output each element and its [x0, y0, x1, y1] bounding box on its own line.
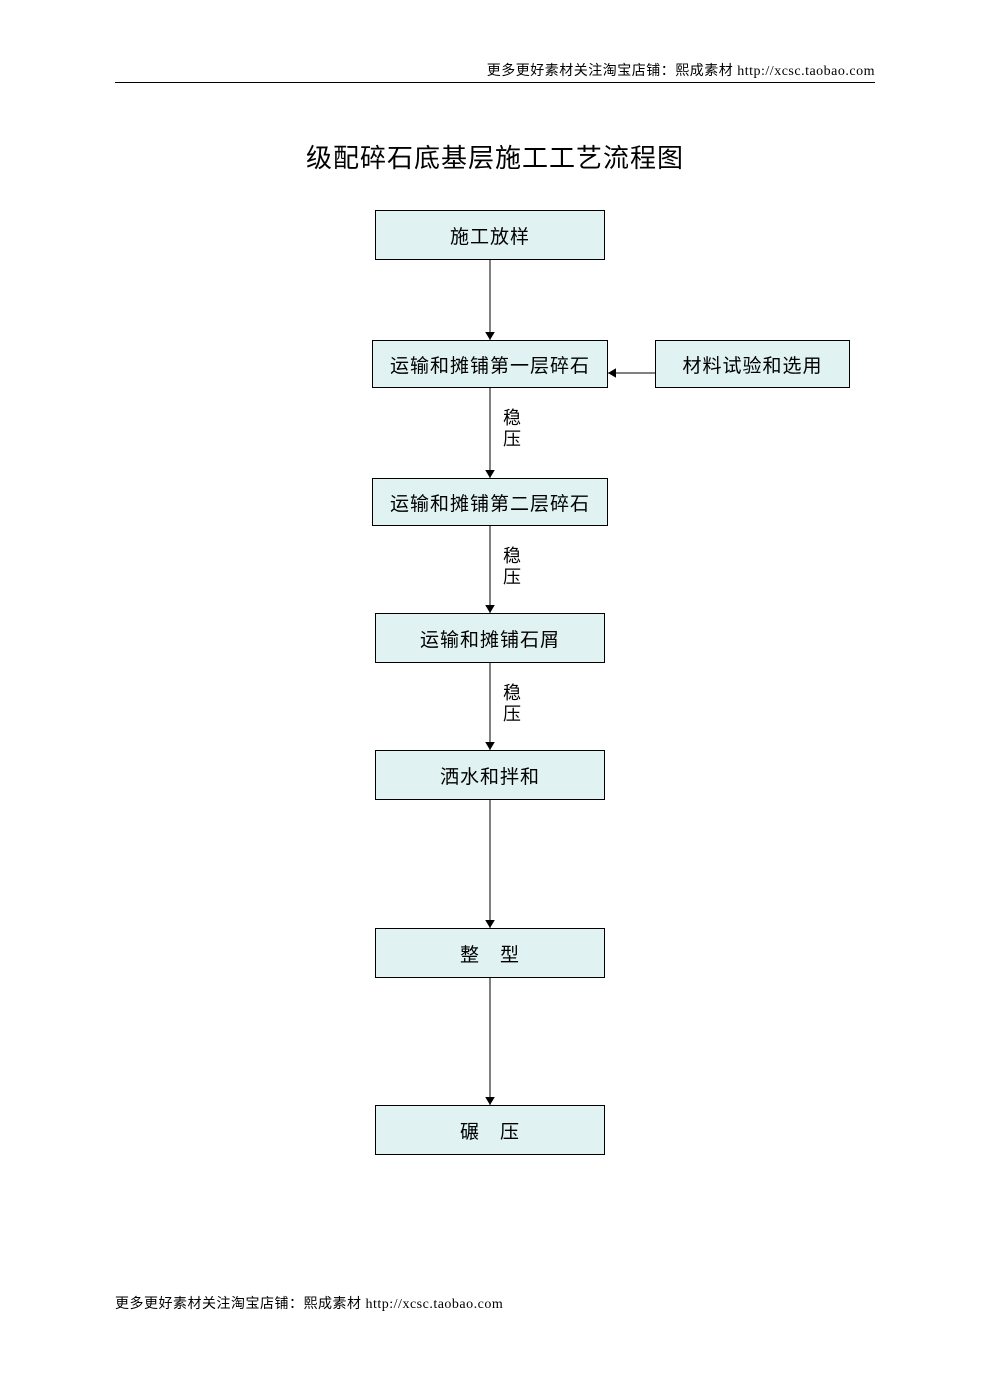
flowchart-node: 洒水和拌和	[375, 750, 605, 800]
page-title: 级配碎石底基层施工工艺流程图	[115, 138, 875, 175]
page-footer: 更多更好素材关注淘宝店铺：熙成素材 http://xcsc.taobao.com	[115, 1293, 503, 1313]
flowchart-node: 施工放样	[375, 210, 605, 260]
flowchart-node: 整 型	[375, 928, 605, 978]
flowchart-node: 碾 压	[375, 1105, 605, 1155]
flowchart-node: 运输和摊铺石屑	[375, 613, 605, 663]
edge-label: 稳 压	[503, 546, 521, 587]
flowchart-node: 运输和摊铺第二层碎石	[372, 478, 608, 526]
header-text: 更多更好素材关注淘宝店铺：熙成素材 http://xcsc.taobao.com	[487, 64, 875, 79]
footer-text: 更多更好素材关注淘宝店铺：熙成素材 http://xcsc.taobao.com	[115, 1297, 503, 1312]
flowchart-node: 运输和摊铺第一层碎石	[372, 340, 608, 388]
edge-label: 稳 压	[503, 683, 521, 724]
page-header: 更多更好素材关注淘宝店铺：熙成素材 http://xcsc.taobao.com	[115, 60, 875, 83]
flowchart-node: 材料试验和选用	[655, 340, 850, 388]
flowchart-canvas: 施工放样运输和摊铺第一层碎石材料试验和选用运输和摊铺第二层碎石运输和摊铺石屑洒水…	[115, 210, 875, 1230]
edge-label: 稳 压	[503, 408, 521, 449]
